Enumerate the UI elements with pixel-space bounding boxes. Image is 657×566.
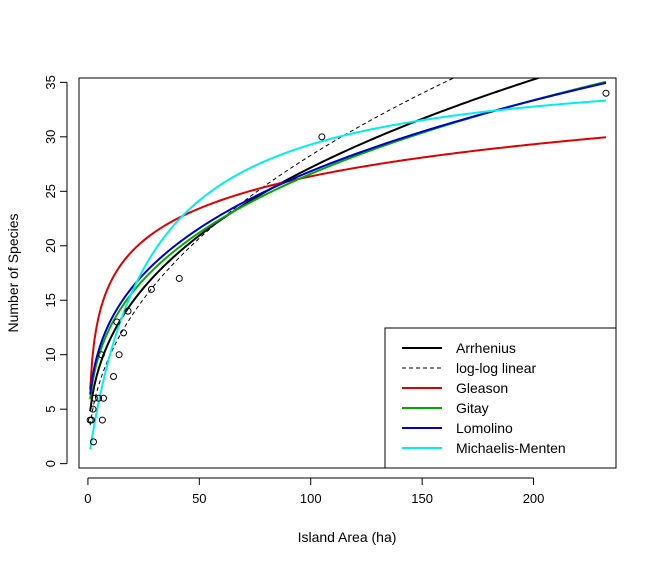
- data-point: [120, 329, 128, 337]
- data-point: [97, 351, 105, 359]
- data-point: [110, 372, 118, 380]
- y-tick-label: 10: [43, 347, 58, 361]
- y-tick-label: 25: [43, 184, 58, 198]
- fit-curves: [89, 78, 607, 450]
- data-point: [124, 307, 132, 315]
- y-axis-title: Number of Species: [5, 213, 21, 332]
- legend-label-arrhenius: Arrhenius: [456, 340, 516, 356]
- y-tick-label: 20: [43, 239, 58, 253]
- data-point: [113, 318, 121, 326]
- data-point: [147, 285, 155, 293]
- data-point: [87, 416, 95, 424]
- legend-box: [384, 327, 617, 469]
- legend-label-log-log-linear: log-log linear: [456, 360, 536, 376]
- data-point: [318, 133, 326, 141]
- x-tick-label: 100: [300, 491, 322, 506]
- legend: Arrhenius log-log linear Gleason Gitay Lomol…: [384, 327, 617, 469]
- x-tick-label: 200: [523, 491, 545, 506]
- data-point: [89, 438, 97, 446]
- data-point: [602, 89, 610, 97]
- legend-label-gitay: Gitay: [456, 400, 489, 416]
- data-point: [115, 351, 123, 359]
- y-tick-label: 35: [43, 75, 58, 89]
- data-point: [100, 394, 108, 402]
- data-point: [90, 394, 98, 402]
- y-tick-label: 5: [43, 406, 58, 413]
- x-tick-label: 0: [84, 491, 91, 506]
- series-line-gleason: [89, 136, 607, 390]
- plot-box: [78, 77, 617, 469]
- data-point: [89, 405, 97, 413]
- x-tick-label: 50: [192, 491, 206, 506]
- series-line-lomolino: [89, 81, 607, 395]
- data-points: [86, 89, 610, 446]
- series-line-michaelis-menten: [89, 99, 607, 450]
- legend-label-michaelis-menten: Michaelis-Menten: [456, 440, 566, 456]
- series-line-arrhenius: [89, 78, 542, 412]
- y-axis: 0 5 10 15 20 25 30 35: [43, 75, 68, 467]
- y-tick-label: 30: [43, 130, 58, 144]
- y-tick-label: 0: [43, 460, 58, 467]
- x-axis-title: Island Area (ha): [298, 529, 397, 545]
- y-tick-label: 15: [43, 293, 58, 307]
- data-point: [175, 274, 183, 282]
- legend-label-gleason: Gleason: [456, 380, 508, 396]
- data-point: [95, 394, 103, 402]
- legend-label-lomolino: Lomolino: [456, 420, 513, 436]
- x-tick-label: 150: [411, 491, 433, 506]
- x-axis: 0 50 100 150 200: [84, 477, 545, 506]
- data-point: [98, 416, 106, 424]
